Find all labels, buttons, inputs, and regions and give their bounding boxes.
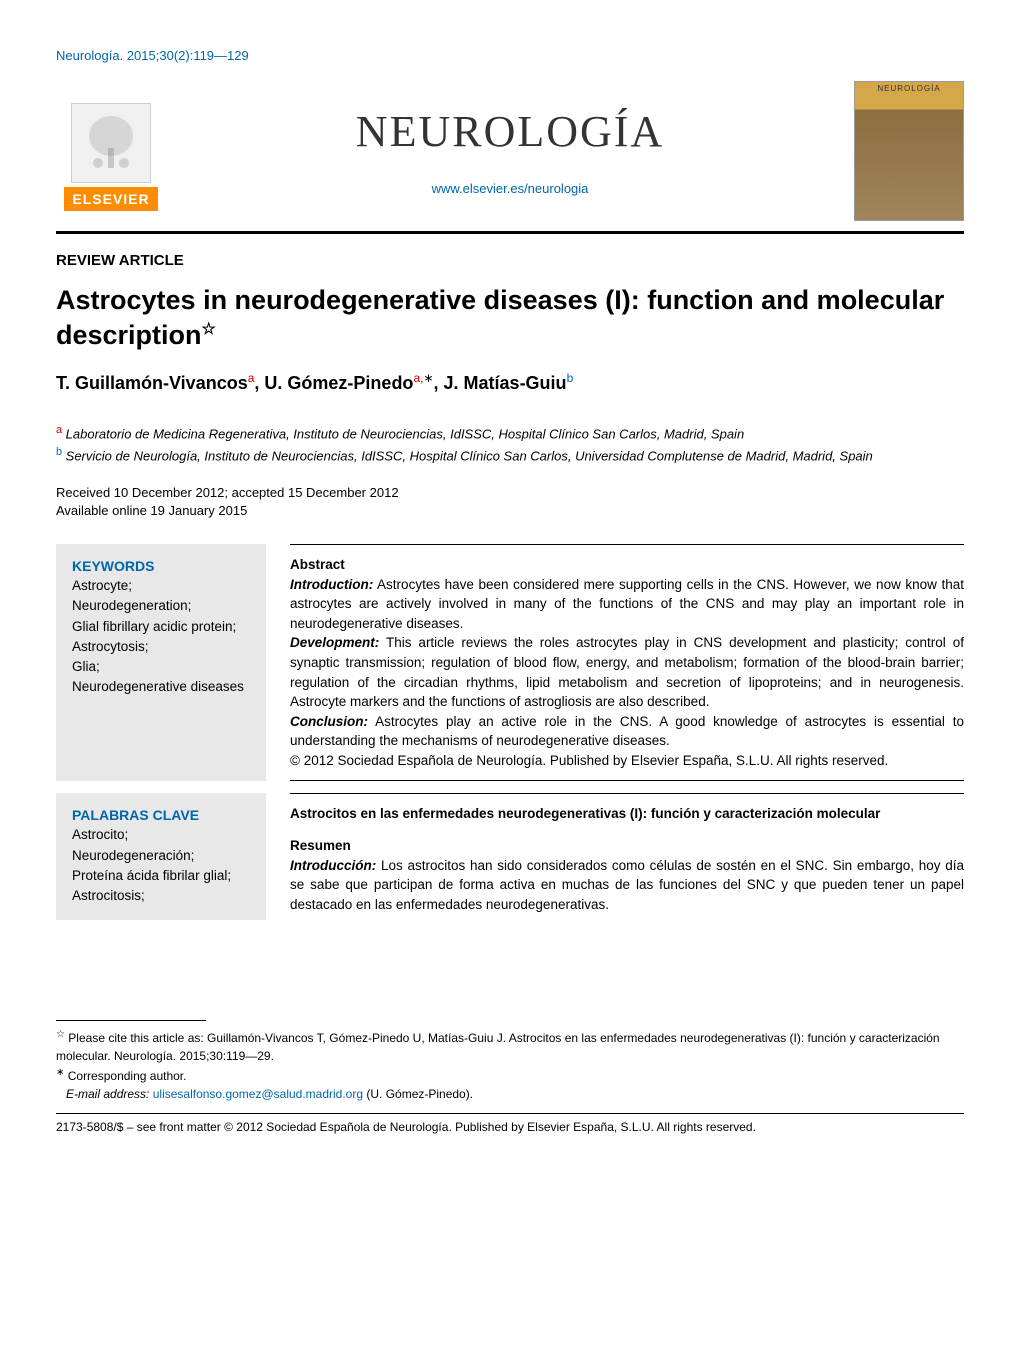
abstract-copyright-en: © 2012 Sociedad Española de Neurología. … (290, 751, 964, 771)
running-header: Neurología. 2015;30(2):119—129 (56, 48, 964, 63)
affiliation-a-text: Laboratorio de Medicina Regenerativa, In… (66, 427, 745, 442)
keywords-box-en: KEYWORDS Astrocyte; Neurodegeneration; G… (56, 544, 266, 781)
intro-label-es: Introducción: (290, 858, 376, 873)
abstract-conc-en: Conclusion: Astrocytes play an active ro… (290, 712, 964, 751)
masthead-divider (56, 231, 964, 234)
email-link[interactable]: ulisesalfonso.gomez@salud.madrid.org (153, 1087, 363, 1101)
keywords-heading-es: PALABRAS CLAVE (72, 807, 250, 823)
keywords-list-en: Astrocyte; Neurodegeneration; Glial fibr… (72, 576, 250, 698)
article-title: Astrocytes in neurodegenerative diseases… (56, 283, 964, 353)
abstract-intro-en: Introduction: Astrocytes have been consi… (290, 575, 964, 634)
abstract-top-rule-es (290, 793, 964, 794)
cover-title: NEUROLOGÍA (855, 82, 963, 95)
authors-line: T. Guillamón-Vivancos a, U. Gómez-Pinedo a… (56, 371, 964, 394)
footnote-citation: ☆ Please cite this article as: Guillamón… (56, 1027, 964, 1065)
journal-title: NEUROLOGÍA (166, 106, 854, 157)
author-1: T. Guillamón-Vivancos (56, 373, 248, 393)
journal-cover-thumbnail: NEUROLOGÍA (854, 81, 964, 221)
author-2: U. Gómez-Pinedo (264, 373, 413, 393)
dev-text: This article reviews the roles astrocyte… (290, 635, 964, 709)
affiliation-a: a Laboratorio de Medicina Regenerativa, … (56, 422, 964, 444)
publisher-name: ELSEVIER (64, 187, 157, 211)
abstract-heading-es: Resumen (290, 836, 964, 856)
spanish-title: Astrocitos en las enfermedades neurodege… (290, 804, 964, 824)
conc-label: Conclusion: (290, 714, 368, 729)
title-footnote-star-icon: ☆ (202, 321, 216, 338)
author-1-affil-marker: a (248, 371, 255, 385)
available-online-date: Available online 19 January 2015 (56, 502, 964, 520)
intro-label: Introduction: (290, 577, 373, 592)
footnote-corresponding: ∗ Corresponding author. (56, 1065, 964, 1085)
footnote-star-icon: ☆ (56, 1029, 65, 1040)
title-text: Astrocytes in neurodegenerative diseases… (56, 285, 944, 350)
abstract-dev-en: Development: This article reviews the ro… (290, 633, 964, 711)
abstract-heading-en: Abstract (290, 555, 964, 575)
affiliation-b: b Servicio de Neurología, Instituto de N… (56, 444, 964, 466)
journal-url-link[interactable]: www.elsevier.es/neurologia (432, 181, 589, 196)
footnote-email: E-mail address: ulisesalfonso.gomez@salu… (56, 1085, 964, 1103)
abstract-top-rule-en (290, 544, 964, 545)
abstract-block-en: KEYWORDS Astrocyte; Neurodegeneration; G… (56, 544, 964, 781)
bottom-copyright: 2173-5808/$ – see front matter © 2012 So… (56, 1120, 964, 1134)
footnotes: ☆ Please cite this article as: Guillamón… (56, 1020, 964, 1103)
keywords-list-es: Astrocito; Neurodegeneración; Proteína á… (72, 825, 250, 906)
footnote-citation-text: Please cite this article as: Guillamón-V… (56, 1031, 940, 1063)
footnote-rule (56, 1020, 206, 1021)
keywords-box-es: PALABRAS CLAVE Astrocito; Neurodegenerac… (56, 793, 266, 920)
abstract-content-es: Astrocitos en las enfermedades neurodege… (290, 793, 964, 920)
abstract-content-en: Abstract Introduction: Astrocytes have b… (290, 544, 964, 781)
author-3-affil-marker: b (567, 371, 574, 385)
corr-text: Corresponding author. (64, 1069, 186, 1083)
email-label: E-mail address: (66, 1087, 149, 1101)
email-author-name: (U. Gómez-Pinedo). (363, 1087, 473, 1101)
intro-text: Astrocytes have been considered mere sup… (290, 577, 964, 631)
dev-label: Development: (290, 635, 379, 650)
keywords-heading-en: KEYWORDS (72, 558, 250, 574)
article-dates: Received 10 December 2012; accepted 15 D… (56, 484, 964, 520)
affiliations: a Laboratorio de Medicina Regenerativa, … (56, 422, 964, 466)
bottom-rule (56, 1113, 964, 1114)
abstract-bottom-rule-en (290, 780, 964, 781)
conc-text: Astrocytes play an active role in the CN… (290, 714, 964, 749)
author-2-affil-marker: a, (413, 371, 423, 385)
author-2-corr-marker: ∗ (423, 371, 433, 385)
intro-text-es: Los astrocitos han sido considerados com… (290, 858, 964, 912)
elsevier-tree-icon (71, 103, 151, 183)
publisher-logo: ELSEVIER (56, 91, 166, 211)
abstract-block-es: PALABRAS CLAVE Astrocito; Neurodegenerac… (56, 793, 964, 920)
article-type: REVIEW ARTICLE (56, 252, 964, 269)
masthead: ELSEVIER NEUROLOGÍA www.elsevier.es/neur… (56, 81, 964, 221)
affiliation-b-text: Servicio de Neurología, Instituto de Neu… (66, 448, 873, 463)
received-accepted-date: Received 10 December 2012; accepted 15 D… (56, 484, 964, 502)
author-3: J. Matías-Guiu (444, 373, 567, 393)
abstract-intro-es: Introducción: Los astrocitos han sido co… (290, 856, 964, 915)
